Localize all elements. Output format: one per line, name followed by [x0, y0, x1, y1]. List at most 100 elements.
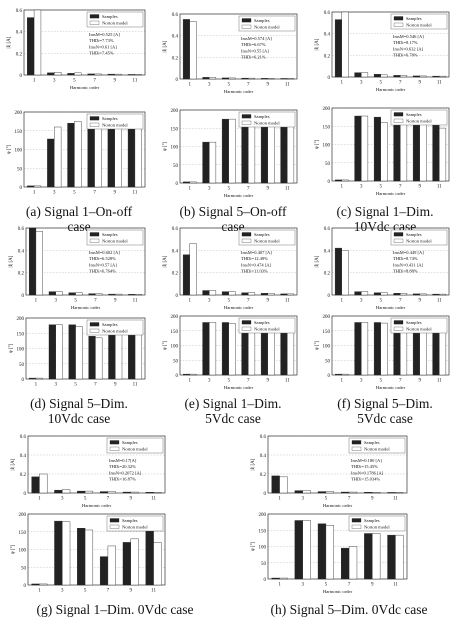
x-tick-label: 1 [278, 497, 281, 502]
legend-box [348, 515, 406, 532]
x-tick-label: 11 [437, 379, 442, 384]
legend-label-model: Norton model [406, 119, 432, 124]
bar-model-h3 [209, 77, 217, 80]
legend-label-samples: Samples [406, 320, 422, 325]
x-tick-label: 9 [419, 81, 422, 86]
legend-box [238, 15, 296, 32]
y-tick-label: 0 [22, 294, 25, 299]
bar-model-h5 [380, 322, 388, 376]
caption-f-line2: 5Vdc case [357, 411, 413, 426]
legend-label-samples: Samples [102, 322, 118, 327]
y-tick-label: 0 [328, 180, 331, 185]
bar-model-h9 [130, 491, 139, 494]
x-tick-label: 11 [133, 79, 138, 84]
legend-swatch-model [241, 326, 252, 331]
annotation-line: ImsN=0.632 [A] [393, 46, 424, 51]
plot-frame [25, 227, 146, 296]
bar-samples-h11 [128, 294, 136, 296]
chart-f-magnitude: 0 0.2 0.4 0.6 1 3 5 7 9 11 Harmonic order |I| [A] Sa… [315, 227, 450, 310]
caption-e-line1: (e) Signal 1–Dim. [184, 396, 282, 411]
bar-samples-h7 [87, 122, 95, 188]
bar-samples-h7 [341, 491, 350, 494]
y-tick-label: 50 [173, 359, 179, 364]
y-tick-label: 0.2 [324, 54, 331, 59]
legend-box [390, 13, 448, 30]
bar-samples-h11 [280, 330, 288, 376]
x-tick-label: 7 [247, 83, 250, 88]
plot-frame [179, 109, 298, 184]
bar-model-h1 [35, 377, 43, 380]
bar-model-h1 [189, 243, 197, 296]
x-axis-label: Harmonic order [376, 87, 406, 92]
x-tick-label: 7 [399, 81, 402, 86]
x-tick-label: 5 [380, 81, 383, 86]
bar-samples-h5 [77, 528, 86, 586]
annotation-line: ImsN=0.1786 [A] [351, 470, 384, 475]
annotation-line: THDi=7.73% [89, 38, 114, 43]
bar-samples-h7 [241, 77, 249, 80]
caption-a-line2: case [67, 219, 91, 234]
plot-frame [331, 11, 450, 78]
bar-model-h3 [361, 115, 369, 182]
bar-samples-h11 [280, 78, 288, 80]
bar-model-h11 [287, 118, 295, 184]
chart-a-phase: 0 50 100 150 200 1 3 5 7 9 11 φ [°] Samples Norton mo… [7, 111, 146, 196]
legend-swatch-model [393, 326, 404, 331]
bar-samples-h1 [28, 227, 37, 296]
bar-samples-h11 [387, 492, 396, 494]
bar-samples-h5 [221, 118, 229, 184]
x-tick-label: 3 [208, 83, 211, 88]
y-tick-label: 0.6 [324, 11, 331, 16]
y-tick-label: 0.4 [172, 35, 179, 40]
bar-samples-h7 [393, 293, 401, 296]
x-tick-label: 3 [53, 191, 56, 196]
annotation-line: ImsM=0.574 [A] [241, 36, 272, 41]
y-tick-label: 0 [176, 294, 179, 299]
x-tick-label: 11 [393, 583, 398, 588]
annotation-line: THDi=12.49% [241, 256, 268, 261]
x-axis-label: Harmonic order [71, 305, 101, 310]
legend-swatch-model [89, 238, 100, 243]
x-tick-label: 11 [133, 299, 138, 304]
bar-model-h3 [361, 322, 369, 376]
bar-model-h11 [439, 293, 447, 296]
y-tick-label: 0.6 [16, 9, 23, 14]
x-tick-label: 1 [341, 185, 344, 190]
x-axis-label: Harmonic order [224, 89, 254, 94]
caption-d: (d) Signal 5–Dim. 10Vdc case [4, 396, 154, 426]
bar-model-h9 [372, 533, 381, 580]
y-tick-label: 150 [171, 330, 179, 335]
y-tick-label: 0 [176, 374, 179, 379]
bar-samples-h1 [334, 179, 342, 182]
legend-swatch-samples [351, 518, 362, 523]
bar-model-h1 [33, 185, 42, 188]
bar-samples-h11 [387, 534, 396, 580]
x-tick-label: 7 [94, 299, 97, 304]
x-tick-label: 9 [419, 379, 422, 384]
bar-model-h11 [287, 293, 295, 296]
bar-model-h11 [287, 330, 295, 376]
legend-swatch-model [393, 22, 404, 27]
legend-box [390, 109, 448, 126]
chart-h-magnitude: 0 0.2 0.4 0.6 1 3 5 7 9 11 Harmonic order |I| [A] Sa… [251, 435, 408, 508]
bar-samples-h7 [241, 292, 249, 296]
x-tick-label: 9 [114, 79, 117, 84]
y-tick-label: 0.2 [16, 52, 23, 57]
bar-samples-h5 [373, 74, 381, 78]
bar-model-h7 [94, 121, 102, 188]
legend-label-model: Norton model [102, 329, 128, 334]
x-tick-label: 11 [393, 497, 398, 502]
legend-swatch-model [241, 238, 252, 243]
bar-model-h1 [341, 11, 349, 78]
x-tick-label: 5 [73, 79, 76, 84]
bar-model-h11 [395, 492, 404, 494]
bar-model-h7 [248, 77, 256, 80]
bar-samples-h5 [221, 77, 229, 80]
x-tick-label: 1 [341, 379, 344, 384]
legend-label-model: Norton model [122, 447, 148, 452]
bar-model-h3 [302, 490, 311, 494]
x-tick-label: 1 [189, 379, 192, 384]
bar-samples-h9 [364, 492, 373, 494]
y-axis-label: |I| [A] [315, 255, 320, 267]
